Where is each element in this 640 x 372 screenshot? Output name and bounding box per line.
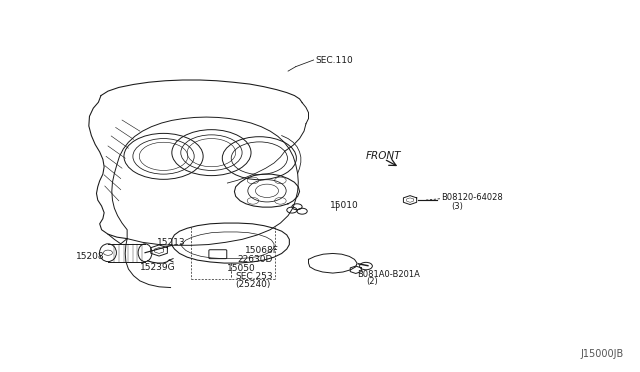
Text: 22630D: 22630D <box>237 255 273 264</box>
Text: 15050: 15050 <box>227 264 256 273</box>
Text: B081A0-B201A: B081A0-B201A <box>357 270 420 279</box>
Text: 15010: 15010 <box>330 201 359 210</box>
Text: 15239G: 15239G <box>140 263 175 272</box>
Text: B08120-64028: B08120-64028 <box>442 193 503 202</box>
Text: (2): (2) <box>366 277 378 286</box>
Text: FRONT: FRONT <box>366 151 401 161</box>
Text: SEC.110: SEC.110 <box>315 56 353 65</box>
Text: 15213: 15213 <box>157 238 186 247</box>
Text: (25240): (25240) <box>236 280 271 289</box>
Text: 15068F: 15068F <box>245 246 279 255</box>
Text: 15208: 15208 <box>76 252 105 261</box>
Text: J15000JB: J15000JB <box>580 349 623 359</box>
Text: (3): (3) <box>452 202 463 211</box>
Text: SEC.253: SEC.253 <box>236 272 273 281</box>
